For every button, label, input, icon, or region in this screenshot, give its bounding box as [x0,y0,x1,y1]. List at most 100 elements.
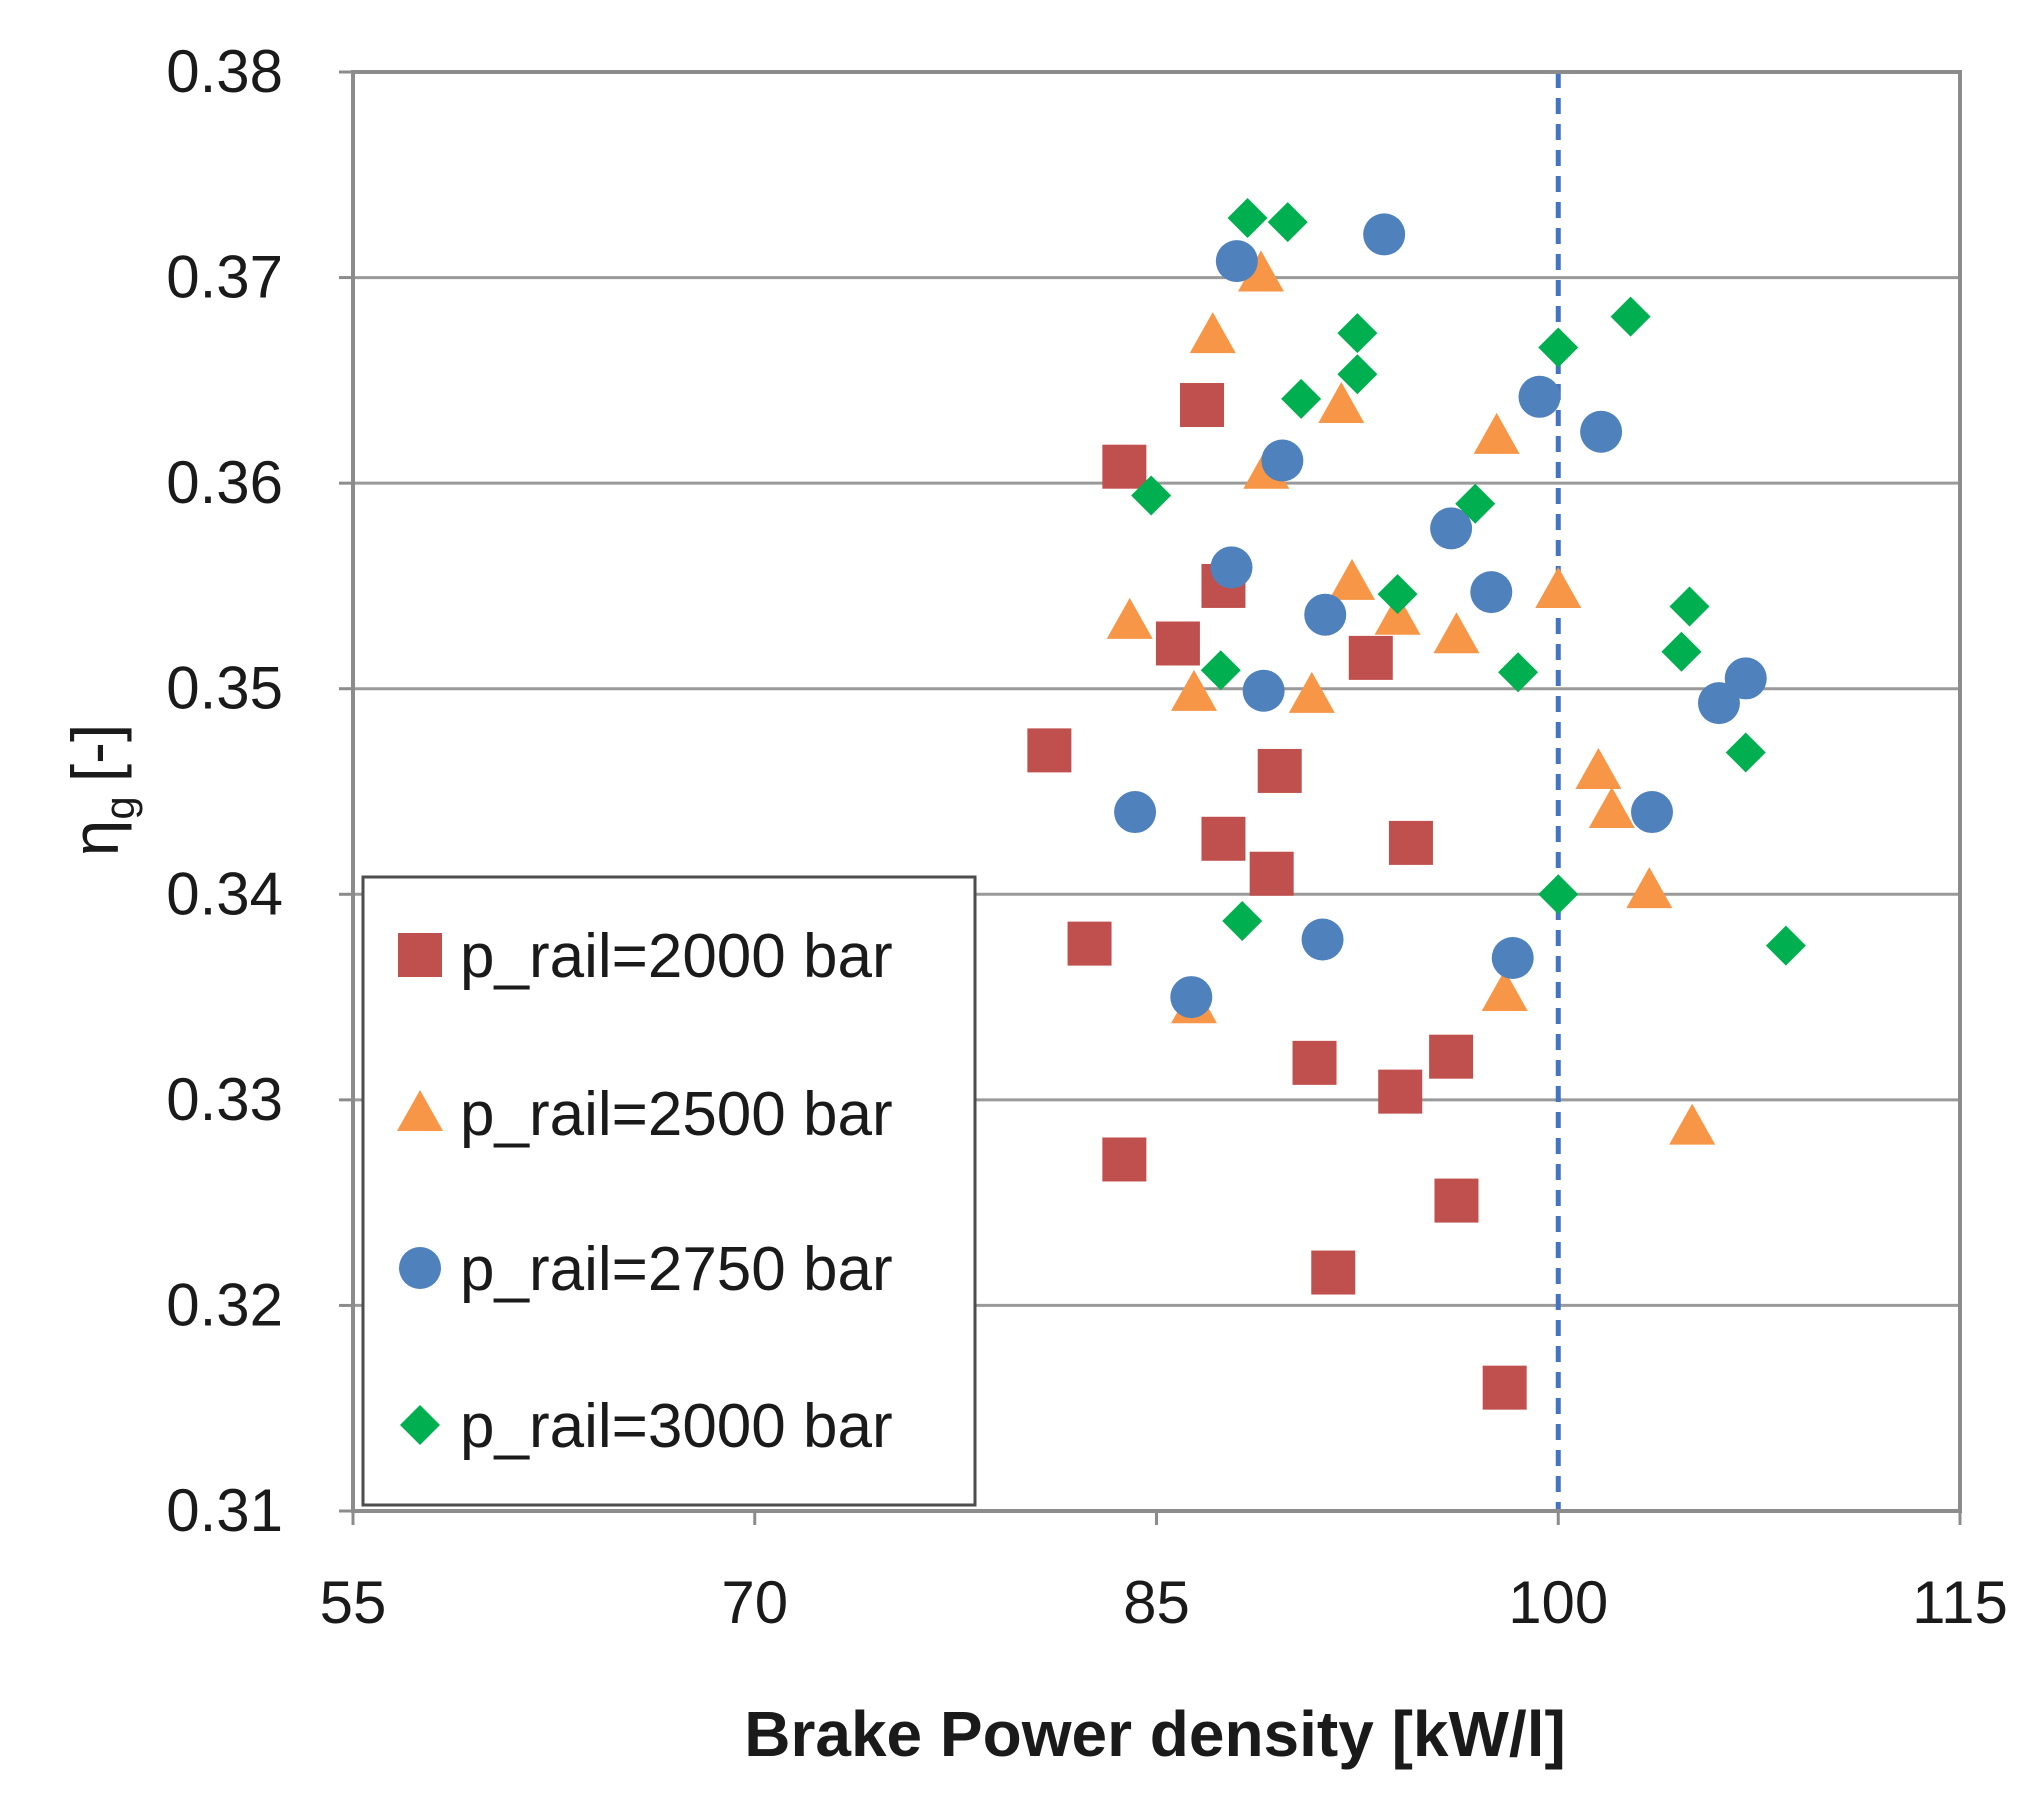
data-point-circle [1630,791,1673,834]
legend: p_rail=2000 bar p_rail=2500 bar p_rail=275… [361,875,977,1507]
data-point-diamond [1725,732,1766,773]
data-point-diamond [1669,586,1710,627]
data-point-circle [1114,791,1157,834]
data-point-triangle [1170,669,1217,711]
data-point-triangle [1473,412,1520,454]
series-square [1027,383,1527,1410]
data-point-circle [1304,593,1347,636]
x-tick-label: 115 [1912,1569,2008,1636]
legend-label: p_rail=2500 bar [460,1080,893,1149]
legend-marker-circle [399,1247,441,1289]
data-point-circle [1491,937,1534,980]
data-point-triangle [1189,312,1236,354]
y-axis-symbol: η [58,820,132,857]
data-point-diamond [1538,327,1579,368]
data-point-square [1482,1365,1527,1410]
data-point-circle [1580,410,1623,453]
y-axis-unit: [-] [58,724,132,783]
x-tick-label: 100 [1508,1569,1608,1636]
data-point-circle [1363,213,1406,256]
y-tick-label: 0.38 [166,38,283,105]
data-point-circle [1210,546,1253,589]
y-tick-label: 0.31 [166,1477,283,1544]
legend-marker-triangle [397,1090,443,1131]
data-point-square [1429,1034,1474,1079]
data-point-square [1027,728,1072,773]
data-point-square [1257,748,1302,793]
y-tick-label: 0.33 [166,1066,283,1133]
data-point-diamond [1281,378,1322,419]
data-point-square [1249,851,1294,896]
data-point-triangle [1433,612,1480,654]
legend-label: p_rail=3000 bar [460,1392,893,1461]
data-point-triangle [1626,867,1673,909]
data-point-triangle [1588,787,1635,829]
data-point-diamond [1200,650,1241,691]
x-axis-ticks: 55 70 85 100 115 [320,1511,2008,1636]
legend-label: p_rail=2750 bar [460,1235,893,1304]
data-point-diamond [1610,296,1651,337]
data-point-triangle [1329,558,1376,600]
data-point-triangle [1669,1103,1716,1145]
data-point-triangle [1106,597,1153,639]
series-diamond [1131,197,1806,966]
data-point-circle [1170,976,1213,1019]
data-point-square [1388,820,1433,865]
data-point-triangle [1575,747,1622,789]
x-tick-label: 85 [1123,1569,1190,1636]
data-point-diamond [1661,631,1702,672]
y-tick-label: 0.35 [166,655,283,722]
data-point-diamond [1498,652,1539,693]
data-point-circle [1301,918,1344,961]
data-point-diamond [1227,197,1268,238]
data-point-circle [1242,669,1285,712]
y-axis-title: ηg [-] [58,724,143,857]
y-tick-label: 0.36 [166,449,283,516]
legend-label: p_rail=2000 bar [460,922,893,991]
data-point-square [1292,1040,1337,1085]
data-point-diamond [1538,874,1579,915]
data-point-square [1201,816,1246,861]
data-point-circle [1261,439,1304,482]
x-tick-label: 70 [721,1569,788,1636]
data-point-triangle [1237,250,1284,292]
data-point-square [1311,1250,1356,1295]
y-axis-subscript: g [96,796,143,819]
data-point-triangle [1374,593,1421,635]
data-point-circle [1430,507,1473,550]
legend-items: p_rail=2000 bar p_rail=2500 bar p_rail=275… [397,922,893,1461]
data-point-triangle [1288,671,1335,713]
legend-marker-diamond [400,1405,440,1445]
data-point-square [1067,921,1112,966]
data-point-circle [1470,571,1513,614]
data-point-triangle [1535,567,1582,609]
data-point-diamond [1377,574,1418,615]
x-tick-label: 55 [320,1569,387,1636]
data-point-circle [1215,240,1258,283]
data-point-square [1378,1069,1423,1114]
data-point-square [1434,1178,1479,1223]
y-tick-label: 0.32 [166,1271,283,1338]
data-point-square [1348,635,1393,680]
y-axis-ticks: 0.31 0.32 0.33 0.34 0.35 0.36 0.37 0.38 [166,38,353,1544]
data-point-circle [1697,682,1740,725]
data-point-circle [1518,375,1561,418]
data-point-diamond [1131,475,1172,516]
data-point-diamond [1267,202,1308,243]
y-tick-label: 0.34 [166,860,283,927]
x-axis-title: Brake Power density [kW/l] [744,1698,1566,1770]
legend-box [361,875,977,1507]
data-point-square [1180,383,1225,428]
data-point-diamond [1765,925,1806,966]
data-point-diamond [1455,483,1496,524]
legend-marker-square [398,933,442,977]
data-point-square [1102,444,1147,489]
data-point-triangle [1481,969,1528,1011]
svg-text:ηg[-]: ηg [-] [58,724,143,857]
series-circle [1114,213,1767,1019]
y-tick-label: 0.37 [166,244,283,311]
data-point-square [1155,621,1200,666]
data-point-diamond [1222,901,1263,942]
